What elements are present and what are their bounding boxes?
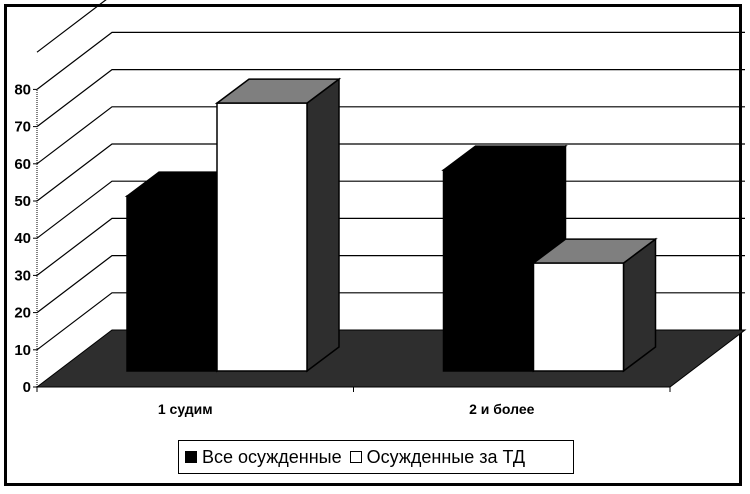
legend-label: Все осужденные xyxy=(202,446,342,467)
gridline xyxy=(36,143,745,202)
legend-swatch-black-icon xyxy=(185,451,197,463)
chart-legend: Все осужденные Осужденные за ТД xyxy=(178,440,574,474)
x-category-label: 1 судим xyxy=(158,401,213,417)
y-tick-label: 60 xyxy=(14,156,31,173)
bar-front xyxy=(442,169,535,372)
y-tick-label: 0 xyxy=(23,379,31,396)
y-tick-label: 20 xyxy=(14,305,31,322)
y-tick-label: 40 xyxy=(14,230,31,247)
gridline xyxy=(36,106,745,165)
gridline xyxy=(36,0,107,53)
y-tick-label: 70 xyxy=(14,119,31,136)
y-tick-label: 10 xyxy=(14,342,31,359)
legend-item-all: Все осужденные xyxy=(185,447,342,468)
y-tick-label: 30 xyxy=(14,267,31,284)
gridline xyxy=(36,68,745,128)
bar-side xyxy=(306,77,340,373)
bar-front xyxy=(532,262,625,372)
x-category-label: 2 и более xyxy=(469,401,535,417)
bar-front xyxy=(126,195,218,372)
y-tick-label: 50 xyxy=(14,193,31,210)
gridline xyxy=(36,31,745,90)
bar-front xyxy=(216,102,308,372)
legend-swatch-white-icon xyxy=(349,451,362,463)
legend-item-td: Осужденные за ТД xyxy=(349,446,526,468)
y-tick-label: 80 xyxy=(14,81,31,98)
legend-label: Осужденные за ТД xyxy=(366,446,526,467)
